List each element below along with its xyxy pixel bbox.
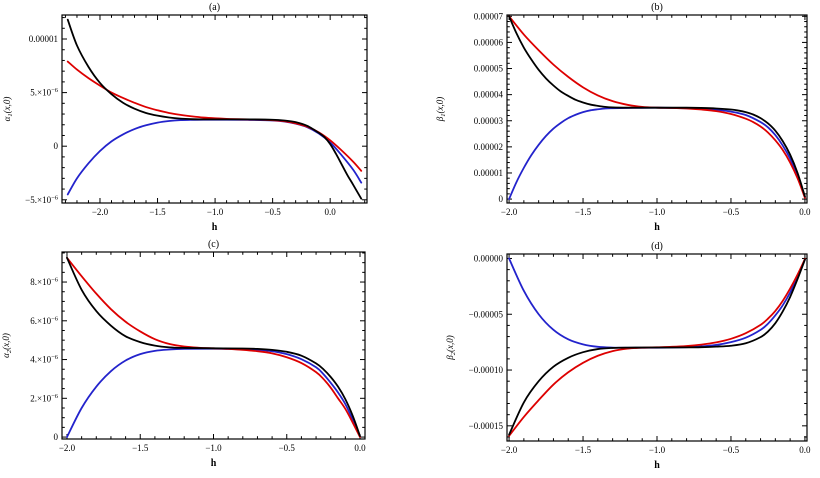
curve-group: [66, 18, 363, 200]
x-tick-label: −1.0: [207, 207, 224, 217]
plot-frame: [61, 251, 366, 440]
y-tick-label: 0.00003: [474, 116, 504, 126]
curve-group: [508, 15, 806, 200]
y-tick-label: 0: [54, 141, 59, 151]
x-tick-label: −2.0: [59, 443, 76, 453]
axis-ticks: [62, 15, 367, 203]
y-tick-label: 0: [54, 432, 59, 442]
x-tick-label: −0.5: [264, 207, 281, 217]
x-tick-label: −1.5: [149, 207, 166, 217]
x-tick-label: 0.0: [354, 443, 366, 453]
blue-curve: [508, 257, 806, 349]
x-axis-label: h: [654, 222, 660, 233]
y-axis-label: β2(x,0): [445, 335, 457, 360]
x-axis-label: h: [212, 222, 218, 233]
y-tick-label: 0.00007: [474, 11, 504, 21]
x-tick-label: −1.5: [575, 445, 592, 455]
y-tick-label: 0: [499, 194, 504, 204]
curve-group: [508, 257, 806, 437]
x-tick-label: −2.0: [501, 445, 518, 455]
red-curve: [508, 258, 806, 437]
panel-title: (b): [651, 2, 663, 13]
x-tick-label: −1.5: [575, 207, 592, 217]
x-tick-label: −0.5: [723, 445, 740, 455]
plot-frame: [506, 14, 808, 204]
x-tick-label: −0.5: [279, 443, 296, 453]
x-tick-label: −2.0: [501, 207, 518, 217]
y-tick-label: 0.00000: [474, 253, 504, 263]
y-axis-label: α1(x,0): [2, 97, 14, 122]
x-tick-label: 0.0: [799, 207, 811, 217]
red-curve: [66, 60, 363, 172]
y-tick-label: 0.00006: [474, 37, 504, 47]
x-tick-label: 0.0: [799, 445, 811, 455]
axis-ticks: [62, 252, 365, 439]
x-axis-label: h: [211, 458, 217, 469]
panel-title: (d): [651, 241, 663, 252]
panel-b-chart: −2.0 −1.5 −1.0 −0.5 0.0 0 0.00001 0.00002 0.0000…: [435, 2, 811, 233]
y-tick-label: 0.00002: [474, 142, 503, 152]
y-tick-label: −0.00005: [469, 309, 504, 319]
y-tick-label: −5.×10−6: [25, 194, 59, 205]
x-axis-label: h: [654, 460, 660, 471]
y-tick-label: −0.00010: [469, 365, 504, 375]
black-curve: [508, 258, 806, 436]
panel-a-chart: −2.0 −1.5 −1.0 −0.5 0.0 0.00001 5.×10−6 0 −5.×10…: [2, 2, 368, 233]
black-curve: [66, 256, 361, 437]
y-tick-label: 0.00001: [29, 34, 58, 44]
y-tick-label: 0.00005: [474, 64, 504, 74]
panel-title: (a): [209, 2, 220, 13]
panel-d-chart: −2.0 −1.5 −1.0 −0.5 0.0 0.00000 −0.00005 −0.000…: [445, 241, 811, 471]
y-tick-label: 0.00004: [474, 90, 504, 100]
black-curve: [66, 18, 363, 200]
x-tick-label: −1.0: [649, 445, 666, 455]
curve-group: [66, 256, 361, 438]
y-tick-label: 2.×10−6: [30, 393, 58, 404]
x-tick-label: −0.5: [723, 207, 740, 217]
black-curve: [508, 15, 806, 198]
y-axis-label: α2(x,0): [1, 333, 13, 358]
y-tick-label: 8.×10−6: [30, 277, 58, 288]
axis-ticks: [507, 254, 807, 441]
panel-c-chart: −2.0 −1.5 −1.0 −0.5 0.0 0 2.×10−6 4.×10−6 6.×10−…: [1, 239, 366, 469]
x-tick-label: −1.5: [132, 443, 149, 453]
blue-curve: [508, 106, 806, 200]
x-tick-label: −2.0: [92, 207, 109, 217]
axis-ticks: [507, 15, 807, 203]
y-tick-label: 4.×10−6: [30, 354, 58, 365]
x-tick-label: −1.0: [649, 207, 666, 217]
y-axis-label: β1(x,0): [435, 97, 447, 122]
x-tick-label: −1.0: [205, 443, 222, 453]
y-tick-label: 6.×10−6: [30, 315, 58, 326]
y-tick-label: 0.00001: [474, 168, 503, 178]
y-tick-label: −0.00015: [469, 421, 504, 431]
blue-curve: [66, 347, 361, 438]
panel-title: (c): [208, 239, 219, 250]
y-tick-label: 5.×10−6: [30, 87, 58, 98]
x-tick-label: 0.0: [325, 207, 337, 217]
plot-frame: [61, 14, 368, 204]
